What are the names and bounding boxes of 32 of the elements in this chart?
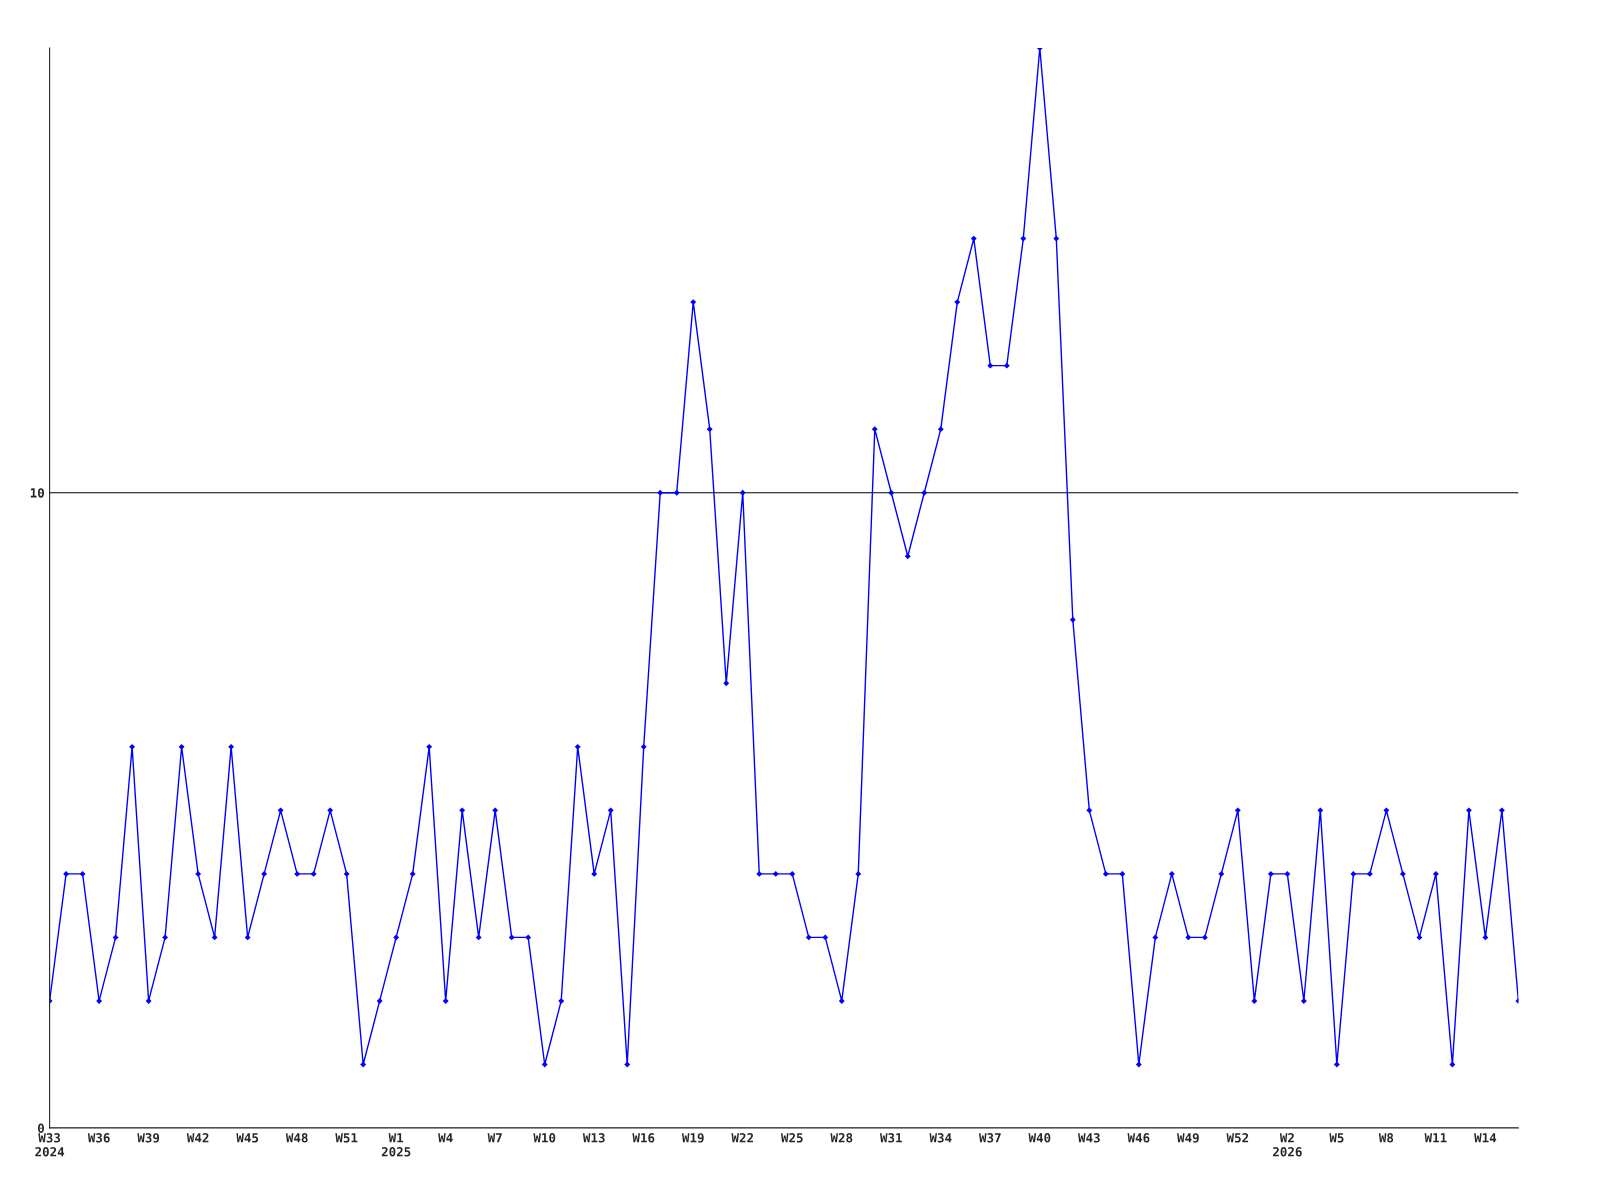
y-tick-label: 10 bbox=[30, 488, 44, 498]
x-tick-label: W37 bbox=[979, 1133, 1001, 1143]
x-tick-label: W31 bbox=[879, 1133, 902, 1143]
x-tick-label: W34 bbox=[929, 1133, 952, 1143]
x-tick-label: W40 bbox=[1028, 1133, 1051, 1143]
x-tick-label: W42 bbox=[186, 1133, 209, 1143]
y-tick-label: 0 bbox=[37, 1123, 44, 1133]
x-tick-label: W1 2025 bbox=[381, 1133, 411, 1157]
x-tick-label: W22 bbox=[731, 1133, 753, 1143]
x-tick-label: W5 bbox=[1329, 1133, 1344, 1143]
x-tick-label: W28 bbox=[830, 1133, 853, 1143]
x-tick-label: W43 bbox=[1078, 1133, 1100, 1143]
x-tick-label: W48 bbox=[285, 1133, 308, 1143]
x-tick-label: W16 bbox=[632, 1133, 655, 1143]
x-tick-label: W10 bbox=[533, 1133, 556, 1143]
x-tick-label: W7 bbox=[487, 1133, 502, 1143]
x-tick-label: W33 2024 bbox=[35, 1133, 65, 1157]
x-tick-label: W14 bbox=[1474, 1133, 1497, 1143]
x-tick-label: W39 bbox=[137, 1133, 160, 1143]
x-tick-label: W52 bbox=[1226, 1133, 1249, 1143]
x-tick-label: W8 bbox=[1378, 1133, 1394, 1143]
x-tick-label: W36 bbox=[87, 1133, 110, 1143]
x-tick-label: W4 bbox=[438, 1133, 453, 1143]
x-tick-label: W13 bbox=[582, 1133, 605, 1143]
x-tick-label: W11 bbox=[1424, 1133, 1447, 1143]
x-tick-label: W25 bbox=[780, 1133, 803, 1143]
x-tick-label: W49 bbox=[1177, 1133, 1199, 1143]
x-tick-label: W45 bbox=[236, 1133, 259, 1143]
x-tick-label: W2 2026 bbox=[1273, 1133, 1302, 1157]
x-tick-label: W51 bbox=[335, 1133, 358, 1143]
x-tick-label: W46 bbox=[1127, 1133, 1150, 1143]
x-tick-label: W19 bbox=[681, 1133, 704, 1143]
